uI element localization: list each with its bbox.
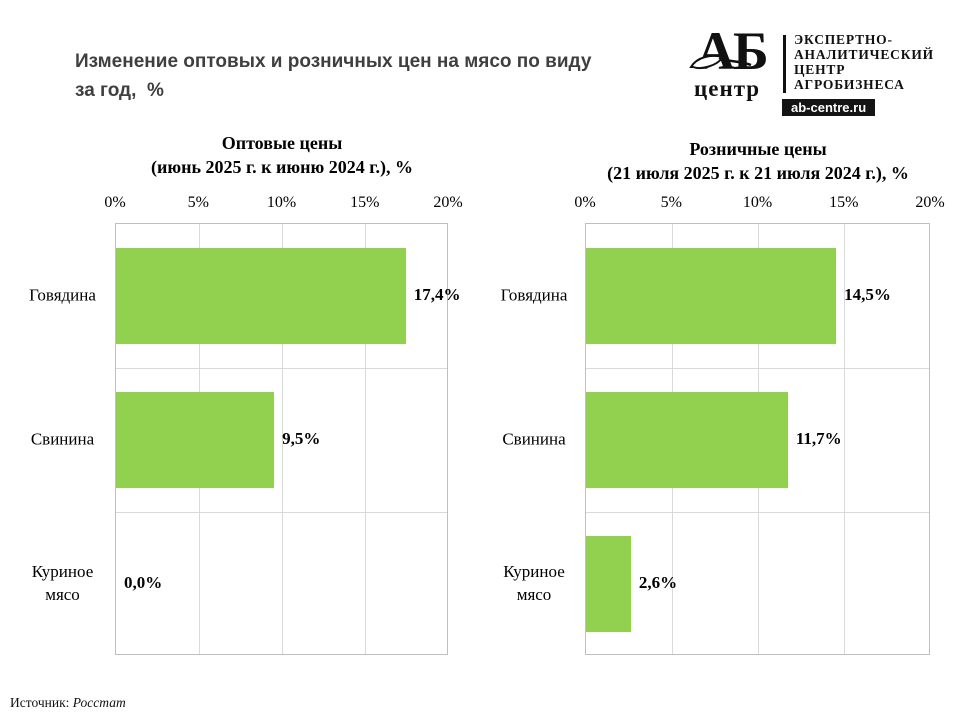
bar [116,248,406,344]
page-title-line1: Изменение оптовых и розничных цен на мяс… [75,51,592,72]
leaf-icon [689,54,752,69]
gridline-horizontal [586,367,929,369]
bar [586,248,837,344]
chart-title-line1: Розничные цены [689,139,827,159]
chart-title-line2: (21 июля 2025 г. к 21 июля 2024 г.), % [607,163,909,183]
logo-monogram: АБ [696,21,769,81]
axis-tick-label: 0% [574,194,596,211]
source-note: Источник: Росстат [10,695,126,711]
category-label: Говядина [500,285,568,305]
bar [116,392,275,488]
logo-org-line: АНАЛИТИЧЕСКИЙ [794,47,934,62]
page-title: Изменение оптовых и розничных цен на мяс… [75,47,591,105]
logo-domain-badge: ab-centre.ru [782,99,876,116]
logo-org-line: ЦЕНТР [794,62,846,77]
gridline-horizontal [586,511,929,513]
category-label: Свинина [502,429,566,449]
category-label: Говядина [29,285,96,305]
gridline-vertical [365,224,367,654]
bar-value-label: 14,5% [844,285,891,304]
chart-title: Розничные цены (21 июля 2025 г. к 21 июл… [548,137,960,185]
axis-tick-label: 0% [104,194,126,211]
source-value: Росстат [72,695,126,710]
plot-area [115,223,448,655]
bar-value-label: 2,6% [638,573,678,592]
axis-tick-label: 20% [915,194,945,211]
logo-org-line: ЭКСПЕРТНО- [794,32,893,47]
category-label: Куриное мясо [31,562,94,604]
axis-tick-label: 15% [350,194,380,211]
ab-centre-logo: АБ центр ЭКСПЕРТНО- АНАЛИТИЧЕСКИЙ ЦЕНТР … [689,21,939,125]
axis-tick-label: 20% [433,194,463,211]
gridline-vertical [844,224,846,654]
bar-value-label: 17,4% [413,285,461,304]
axis-tick-label: 5% [187,194,209,211]
bar-value-label: 0,0% [124,573,163,592]
chart-title-line1: Оптовые цены [221,133,343,153]
bar [586,536,631,632]
bar-value-label: 9,5% [282,429,321,448]
logo-word: центр [694,76,761,101]
page-title-line2: за год, % [75,80,164,101]
bar [586,392,788,488]
axis-tick-label: 10% [742,194,773,211]
logo-org-line: АГРОБИЗНЕСА [794,77,905,92]
bar-value-label: 11,7% [795,429,842,448]
logo-divider [783,35,786,93]
gridline-horizontal [116,367,447,369]
logo-org-name: ЭКСПЕРТНО- АНАЛИТИЧЕСКИЙ ЦЕНТР АГРОБИЗНЕ… [794,32,944,92]
gridline-horizontal [116,511,447,513]
axis-tick-label: 10% [266,194,297,211]
gridline-vertical [282,224,283,654]
plot-area [585,223,930,655]
source-label: Источник: [10,695,70,710]
category-label: Свинина [30,429,95,449]
category-label: Куриное мясо [503,562,565,604]
chart-title: Оптовые цены (июнь 2025 г. к июню 2024 г… [72,131,492,179]
axis-tick-label: 15% [829,194,859,211]
axis-tick-label: 5% [660,194,682,211]
chart-title-line2: (июнь 2025 г. к июню 2024 г.), % [151,157,413,177]
